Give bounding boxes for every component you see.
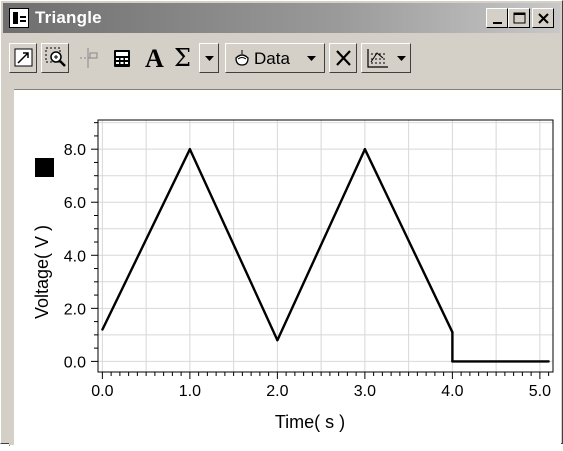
title-bar[interactable]: Triangle <box>3 3 560 33</box>
window-title: Triangle <box>35 8 102 27</box>
remove-button[interactable] <box>329 43 357 73</box>
chevron-down-icon <box>307 56 316 61</box>
close-icon <box>538 13 549 24</box>
x-tick-label: 5.0 <box>529 383 551 400</box>
panel-edge <box>9 89 14 445</box>
voltage-time-chart[interactable]: 0.0 1.0 2.0 3.0 4.0 5.0 0.0 2.0 4.0 6.0 8.0 Time(… <box>10 90 561 446</box>
x-axis: 0.0 1.0 2.0 3.0 4.0 5.0 <box>91 372 551 400</box>
statistics-button[interactable]: Σ <box>169 43 197 73</box>
data-browser-icon <box>235 50 249 66</box>
data-point <box>363 147 367 151</box>
statistics-dropdown-button[interactable] <box>199 43 219 73</box>
y-tick-label: 8.0 <box>64 142 86 159</box>
y-tick-label: 6.0 <box>64 195 86 212</box>
x-tick-label: 3.0 <box>354 383 376 400</box>
statistics-icon: Σ <box>174 44 191 72</box>
close-button[interactable] <box>532 8 554 28</box>
text-annotation-icon: A <box>145 44 164 73</box>
x-tick-label: 4.0 <box>441 383 463 400</box>
plot-frame <box>97 119 554 373</box>
maximize-icon <box>513 12 526 24</box>
autoscale-icon <box>14 48 33 67</box>
calculator-icon <box>114 50 130 67</box>
series-legend-marker <box>35 158 54 177</box>
autoscale-button[interactable] <box>9 43 37 73</box>
y-axis: 0.0 2.0 4.0 6.0 8.0 <box>64 122 98 371</box>
y-tick-label: 2.0 <box>64 301 86 318</box>
window-app-icon <box>9 8 29 28</box>
data-point <box>547 360 550 363</box>
data-point <box>276 338 279 342</box>
graph-panel[interactable]: 0.0 1.0 2.0 3.0 4.0 5.0 0.0 2.0 4.0 6.0 8.0 Time(… <box>9 89 561 446</box>
chart-grid <box>98 120 553 372</box>
data-point <box>188 147 192 151</box>
maximize-button[interactable] <box>508 8 530 28</box>
data-point <box>451 360 454 363</box>
data-point <box>101 328 104 331</box>
text-annotation-button[interactable]: A <box>139 43 167 73</box>
x-tick-label: 0.0 <box>91 383 113 400</box>
data-set-dropdown[interactable]: Data <box>225 43 325 73</box>
series-group <box>101 147 550 363</box>
data-set-label: Data <box>254 49 290 68</box>
graph-options-button[interactable] <box>361 43 411 73</box>
minimize-button[interactable] <box>486 8 508 28</box>
chevron-down-icon <box>205 56 214 61</box>
y-axis-label: Voltage( V ) <box>32 225 52 319</box>
x-axis-label: Time( s ) <box>275 412 345 432</box>
chevron-down-icon <box>397 56 406 61</box>
toolbar: A Σ Data <box>3 35 560 85</box>
x-tick-label: 1.0 <box>179 383 201 400</box>
zoom-in-button[interactable] <box>41 43 69 73</box>
y-tick-label: 0.0 <box>64 354 86 371</box>
x-tick-label: 2.0 <box>266 383 288 400</box>
remove-icon <box>336 50 351 66</box>
examine-icon <box>80 48 98 68</box>
minimize-icon <box>493 22 502 24</box>
calculator-button[interactable] <box>107 43 135 73</box>
y-tick-label: 4.0 <box>64 248 86 265</box>
zoom-icon <box>45 47 66 67</box>
graph-options-icon <box>367 49 388 68</box>
examine-button[interactable] <box>73 43 101 73</box>
data-point <box>451 331 454 334</box>
